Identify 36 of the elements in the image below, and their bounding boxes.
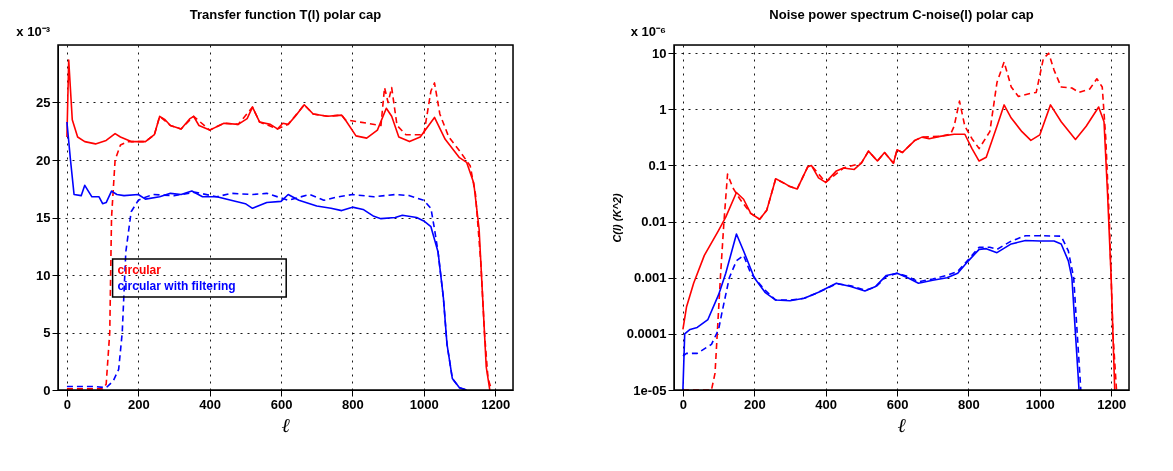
y-tick-label: 10 (36, 267, 51, 283)
x-tick-label: 1000 (1025, 396, 1055, 412)
y-axis-title: C(l) (K^2) (610, 193, 623, 243)
x-tick-label: 400 (815, 396, 838, 412)
x-tick-label: 1200 (481, 396, 511, 412)
chart-title: Transfer function T(l) polar cap (189, 7, 382, 22)
y-tick-label: 1 (659, 101, 667, 117)
x-tick-label: 600 (886, 396, 909, 412)
text: x 10⁻⁶ (630, 24, 666, 39)
y-tick-label: 25 (36, 95, 51, 110)
chart-title: Noise power spectrum C-noise(l) polar cap (769, 7, 1034, 22)
x-tick-label: 800 (958, 396, 980, 412)
x-tick-label: 1200 (1097, 396, 1127, 412)
x-tick-label: 0 (679, 396, 688, 412)
x-tick-label: 0 (63, 396, 72, 412)
y-tick-label: 0.1 (648, 157, 667, 173)
x-tick-label: 600 (270, 396, 293, 412)
text: circular with filtering (117, 278, 236, 293)
x-tick-label: 200 (743, 396, 766, 412)
x-tick-label: 800 (342, 396, 364, 412)
y-tick-label: 5 (43, 325, 51, 340)
y-tick-label: 0.0001 (626, 326, 667, 342)
y-tick-label: 0.01 (641, 214, 667, 230)
text: x 10⁻³ (16, 24, 51, 39)
text: circular (117, 262, 162, 277)
x-tick-label: 200 (127, 396, 150, 412)
x-axis-title: ℓ (281, 412, 291, 437)
x-tick-label: 400 (199, 396, 222, 412)
y-tick-label: 0.001 (633, 270, 667, 286)
y-tick-label: 1e-05 (633, 382, 667, 398)
y-tick-label: 0 (43, 382, 51, 398)
x-axis-title: ℓ (897, 412, 907, 437)
y-tick-label: 10 (652, 45, 667, 61)
y-tick-label: 15 (36, 210, 51, 225)
x-tick-label: 1000 (409, 396, 439, 412)
y-tick-label: 20 (36, 152, 51, 168)
